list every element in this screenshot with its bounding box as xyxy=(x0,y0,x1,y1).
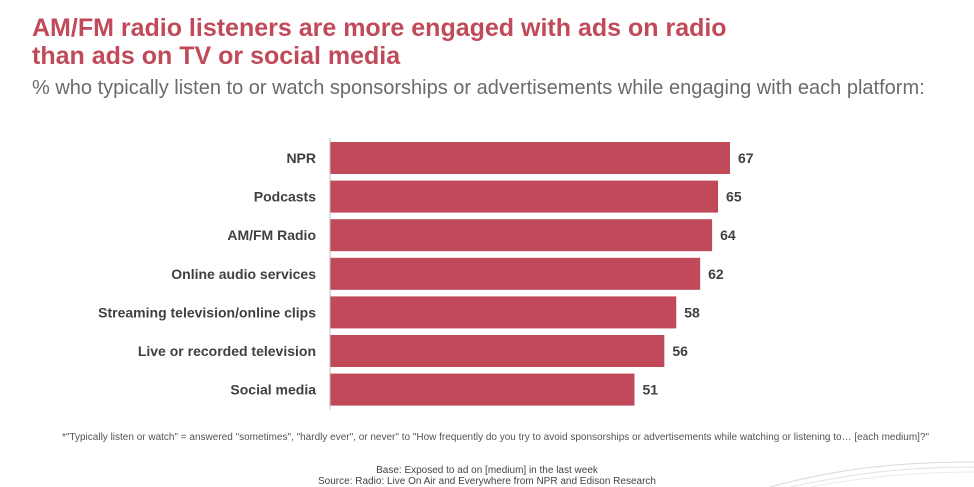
category-label: Social media xyxy=(230,382,316,398)
data-label: 64 xyxy=(720,227,736,243)
data-label: 56 xyxy=(672,343,688,359)
data-label: 58 xyxy=(684,304,700,320)
chart-subtitle: % who typically listen to or watch spons… xyxy=(32,77,925,99)
title-line-2: than ads on TV or social media xyxy=(32,42,401,70)
data-label: 62 xyxy=(708,266,724,282)
data-label: 65 xyxy=(726,189,742,205)
category-label: Streaming television/online clips xyxy=(98,304,316,320)
bar-chart: NPR 67 Podcasts 65 AM/FM Radio 64 Online audio… xyxy=(98,138,754,410)
bar xyxy=(330,180,719,213)
bar xyxy=(330,335,665,367)
category-label: Live or recorded television xyxy=(138,343,316,359)
category-label: NPR xyxy=(286,150,316,166)
bar xyxy=(330,296,677,329)
footnote: *"Typically listen or watch" = answered … xyxy=(62,432,930,443)
bar xyxy=(330,373,635,406)
data-label: 51 xyxy=(642,382,658,398)
category-label: Online audio services xyxy=(171,266,316,282)
title-line-1: AM/FM radio listeners are more engaged w… xyxy=(32,14,727,42)
category-label: Podcasts xyxy=(254,189,316,205)
source-note: Source: Radio: Live On Air and Everywher… xyxy=(318,476,656,487)
bar xyxy=(330,219,713,252)
base-note: Base: Exposed to ad on [medium] in the l… xyxy=(376,465,598,476)
bar xyxy=(330,257,701,290)
data-label: 67 xyxy=(738,150,754,166)
bar xyxy=(330,142,730,174)
chart-title: AM/FM radio listeners are more engaged w… xyxy=(32,14,952,70)
category-label: AM/FM Radio xyxy=(227,227,316,243)
